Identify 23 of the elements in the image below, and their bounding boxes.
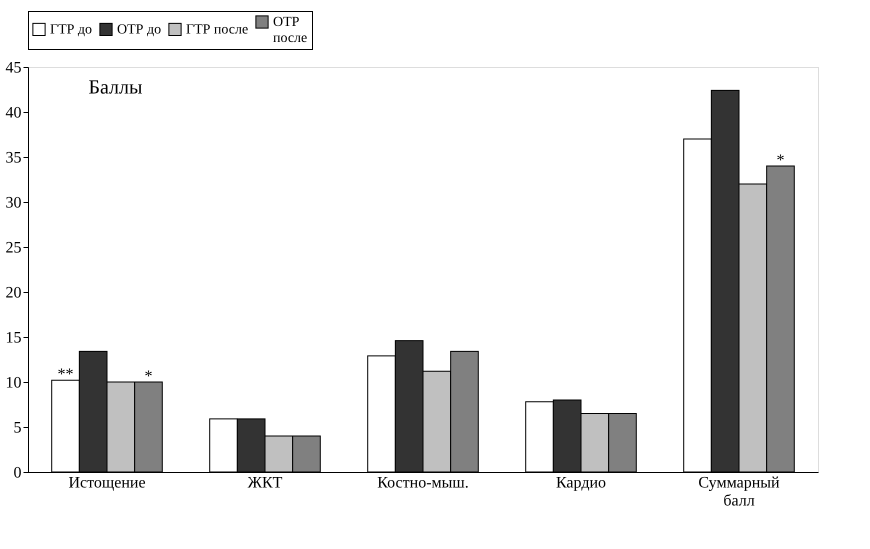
y-tick-label: 15 (6, 330, 22, 346)
x-tick-label: Костно-мыш. (377, 474, 469, 492)
y-tick-label: 5 (14, 420, 22, 436)
annotation: * (776, 152, 784, 169)
y-tick-label: 45 (6, 60, 22, 76)
y-tick-label: 30 (6, 194, 22, 212)
legend-label: ГТР до (50, 22, 92, 38)
y-tick-label: 40 (6, 104, 22, 122)
legend-label: ГТР после (186, 22, 248, 38)
y-tick-label: 25 (6, 240, 22, 256)
x-tick-label: ЖКТ (248, 474, 283, 492)
annotation: ** (58, 366, 74, 384)
x-tick-label: Кардио (556, 474, 606, 492)
x-tick-label: Истощение (68, 474, 146, 492)
x-tick-label: Суммарный балл (698, 474, 780, 510)
y-tick-label: 10 (6, 374, 22, 392)
y-tick-label: 35 (6, 150, 22, 166)
y-tick-label: 0 (14, 464, 22, 482)
y-tick-label: 20 (6, 284, 22, 302)
annotation: * (144, 368, 152, 385)
y-axis-title: Баллы (88, 76, 142, 98)
legend-label: ОТР до (117, 22, 162, 38)
legend-label: ОТР после (273, 15, 308, 46)
